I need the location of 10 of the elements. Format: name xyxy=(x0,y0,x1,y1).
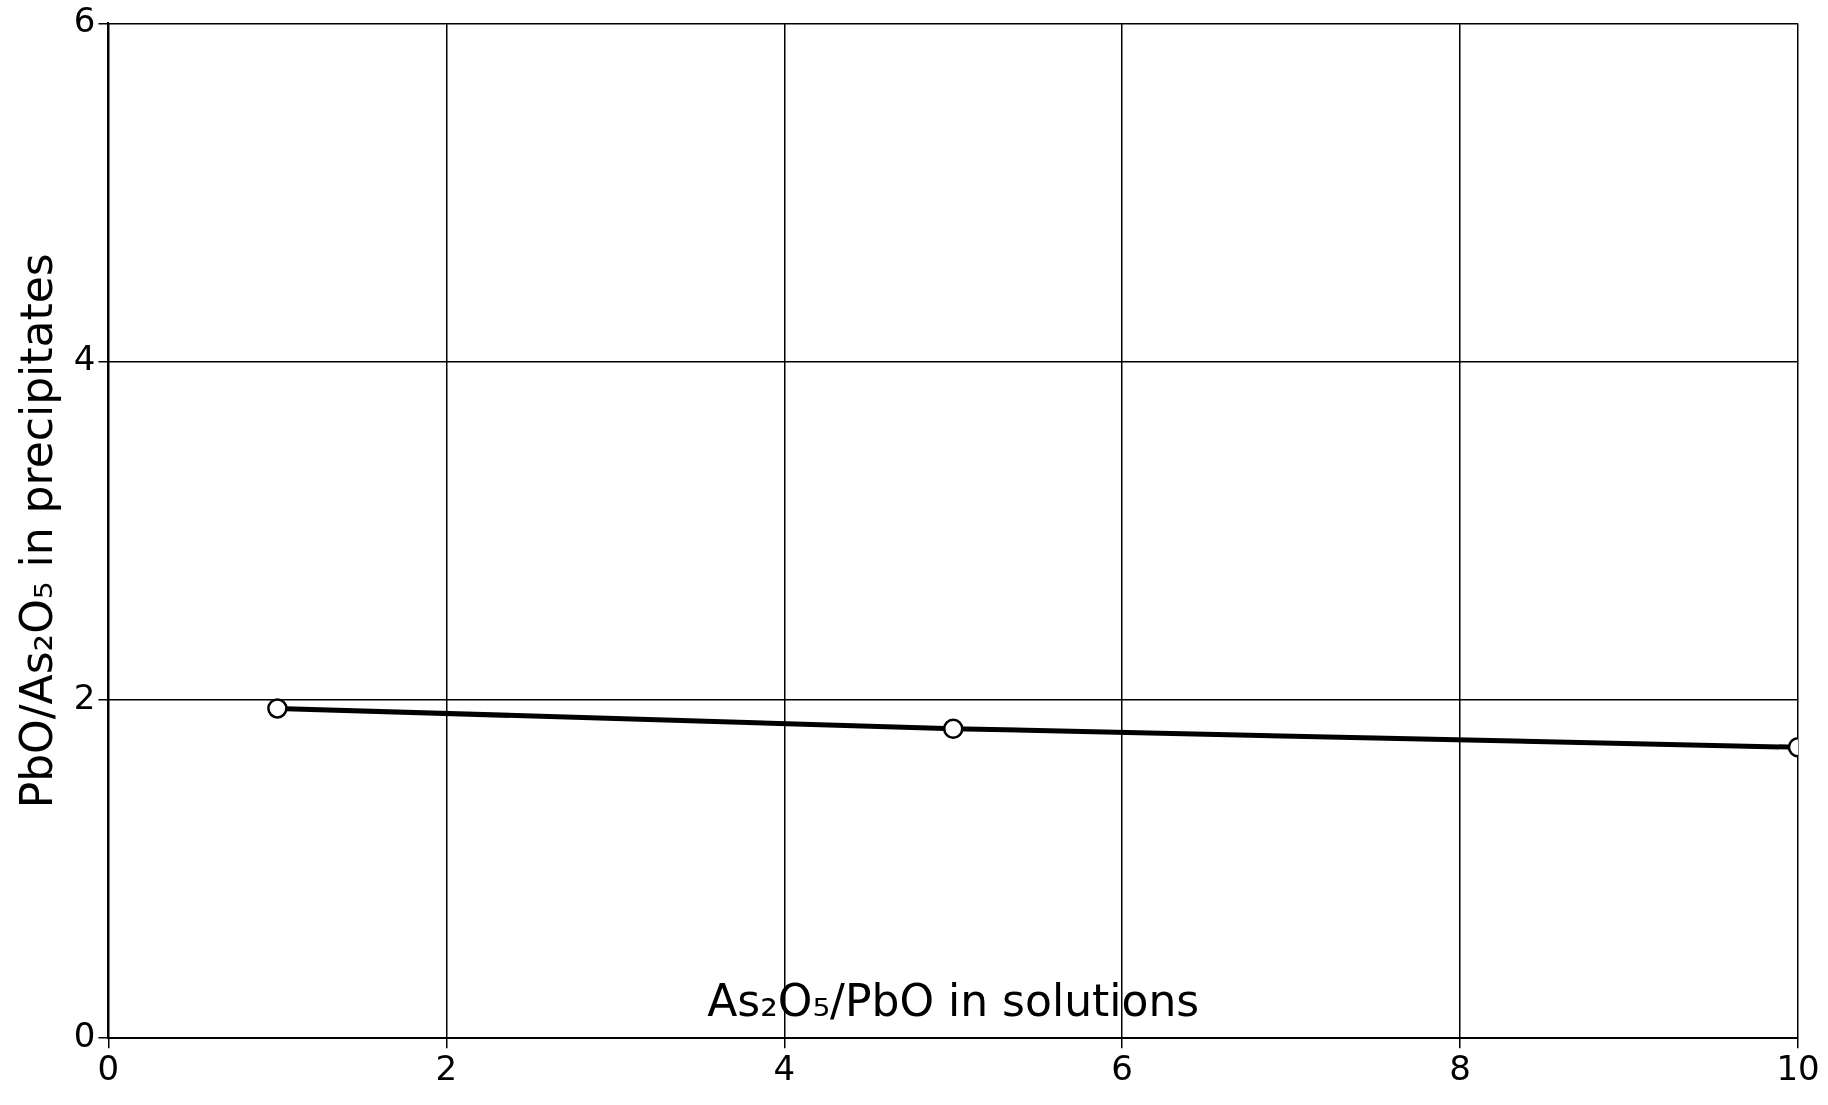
x-tick-label: 8 xyxy=(1449,1048,1471,1089)
x-tick-label: 6 xyxy=(1111,1048,1133,1089)
x-tick-label: 10 xyxy=(1776,1048,1820,1089)
x-tick-label: 2 xyxy=(435,1048,458,1089)
y-axis-title: PbO/As₂O₅ in precipitates xyxy=(10,253,62,809)
y-tick-label: 6 xyxy=(73,0,96,41)
y-tick-label: 4 xyxy=(73,338,96,379)
y-tick-label: 2 xyxy=(73,676,96,717)
x-tick-label: 4 xyxy=(773,1048,796,1089)
y-tick-label: 0 xyxy=(73,1015,96,1056)
